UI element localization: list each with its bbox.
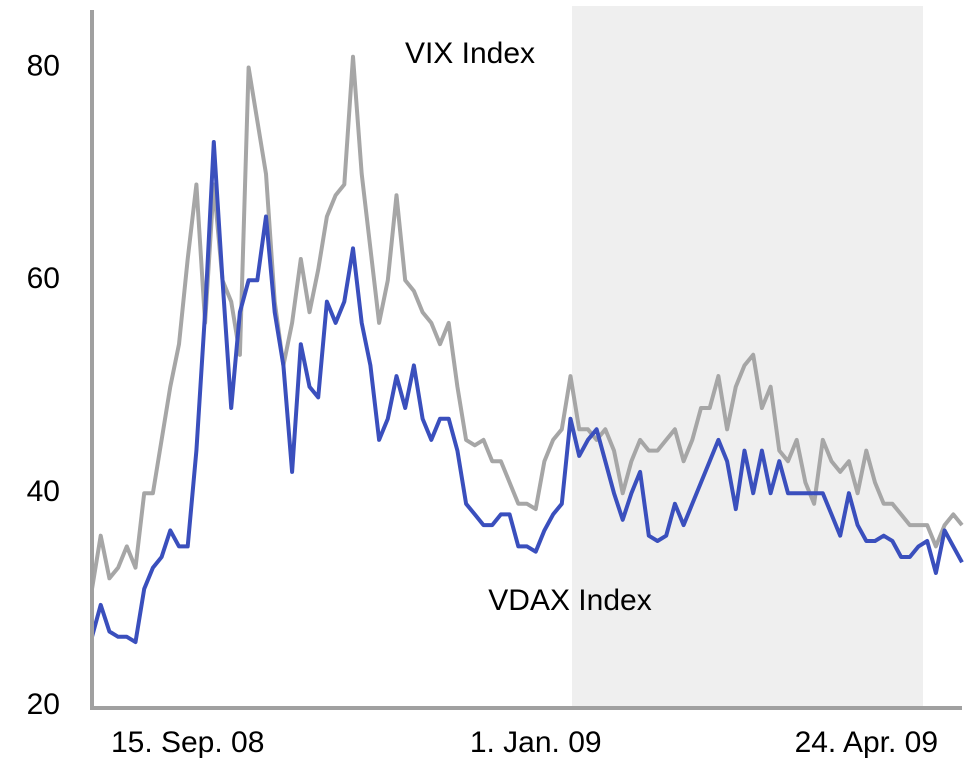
series-line [90, 140, 964, 645]
y-tick-label: 20 [27, 688, 60, 721]
shaded-period [572, 6, 923, 706]
y-tick-label: 40 [27, 475, 60, 508]
y-tick-label: 80 [27, 49, 60, 82]
x-tick-label: 24. Apr. 09 [795, 726, 938, 759]
series-label: VDAX Index [488, 584, 651, 617]
y-tick-label: 60 [27, 262, 60, 295]
series-label: VIX Index [405, 37, 535, 70]
x-tick-label: 1. Jan. 09 [470, 726, 602, 759]
x-tick-label: 15. Sep. 08 [111, 726, 264, 759]
